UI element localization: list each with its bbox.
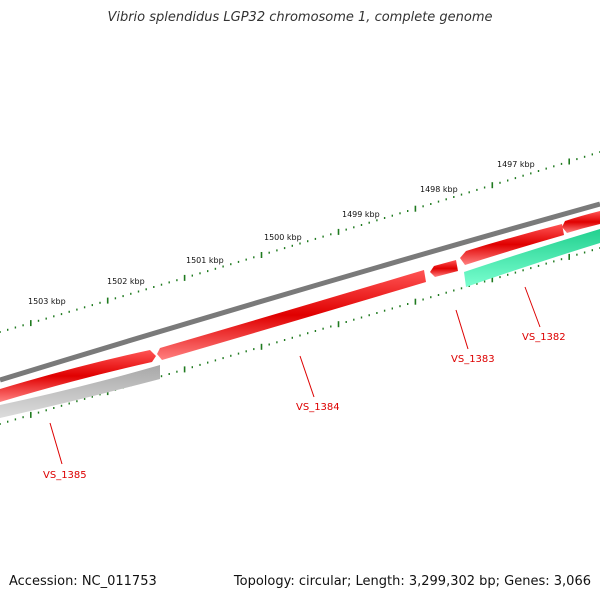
- gene-label-vs1383[interactable]: VS_1383: [451, 354, 495, 365]
- gene-arrow-vs1385-partial[interactable]: [0, 350, 156, 402]
- gene-arrow-vs1382[interactable]: [464, 229, 600, 287]
- accession-text: Accession: NC_011753: [9, 574, 157, 589]
- topology-text: Topology: circular; Length: 3,299,302 bp…: [233, 574, 591, 589]
- scale-label-1499: 1499 kbp: [342, 210, 380, 219]
- leader-vs1383: [455, 309, 469, 350]
- scale-label-1503: 1503 kbp: [28, 297, 66, 306]
- scale-label-1501: 1501 kbp: [186, 256, 224, 265]
- gene-label-vs1382[interactable]: VS_1382: [522, 332, 566, 343]
- scale-label-1498: 1498 kbp: [420, 185, 458, 194]
- gene-arrow-vs1385[interactable]: [0, 365, 160, 418]
- gene-arrow-right-red[interactable]: [460, 224, 564, 265]
- genome-backbone: [0, 201, 600, 383]
- leader-vs1382: [524, 286, 541, 328]
- scale-label-1500: 1500 kbp: [264, 233, 302, 242]
- scale-ruler-outer: [0, 151, 600, 333]
- gene-arrow-vs1383[interactable]: [430, 260, 458, 277]
- gene-arrow-vs1382-top[interactable]: [562, 211, 600, 233]
- gene-label-vs1384[interactable]: VS_1384: [296, 402, 340, 413]
- gene-arrow-vs1384[interactable]: [157, 270, 426, 360]
- scale-label-1497: 1497 kbp: [497, 160, 535, 169]
- leader-vs1384: [299, 355, 315, 398]
- scale-label-1502: 1502 kbp: [107, 277, 145, 286]
- gene-label-vs1385[interactable]: VS_1385: [43, 470, 87, 481]
- scale-ruler-inner: [0, 247, 600, 425]
- leader-vs1385: [49, 422, 63, 465]
- map-title: Vibrio splendidus LGP32 chromosome 1, co…: [107, 10, 493, 25]
